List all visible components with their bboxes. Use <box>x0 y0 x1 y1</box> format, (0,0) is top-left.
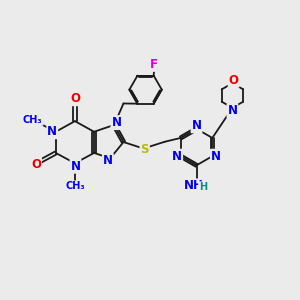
Text: N: N <box>172 150 182 163</box>
Text: NH: NH <box>184 179 203 192</box>
Text: N: N <box>227 104 237 117</box>
Text: O: O <box>229 74 238 87</box>
Text: H: H <box>199 182 207 192</box>
Text: N: N <box>70 160 80 173</box>
Text: S: S <box>140 142 149 156</box>
Text: N: N <box>211 150 221 163</box>
Text: CH₃: CH₃ <box>65 181 85 191</box>
Text: F: F <box>150 58 158 71</box>
Text: N: N <box>111 116 122 129</box>
Text: O: O <box>31 158 41 171</box>
Text: N: N <box>191 119 202 132</box>
Text: N: N <box>47 125 57 138</box>
Text: O: O <box>70 92 80 105</box>
Text: N: N <box>103 154 113 167</box>
Text: CH₃: CH₃ <box>23 115 43 125</box>
